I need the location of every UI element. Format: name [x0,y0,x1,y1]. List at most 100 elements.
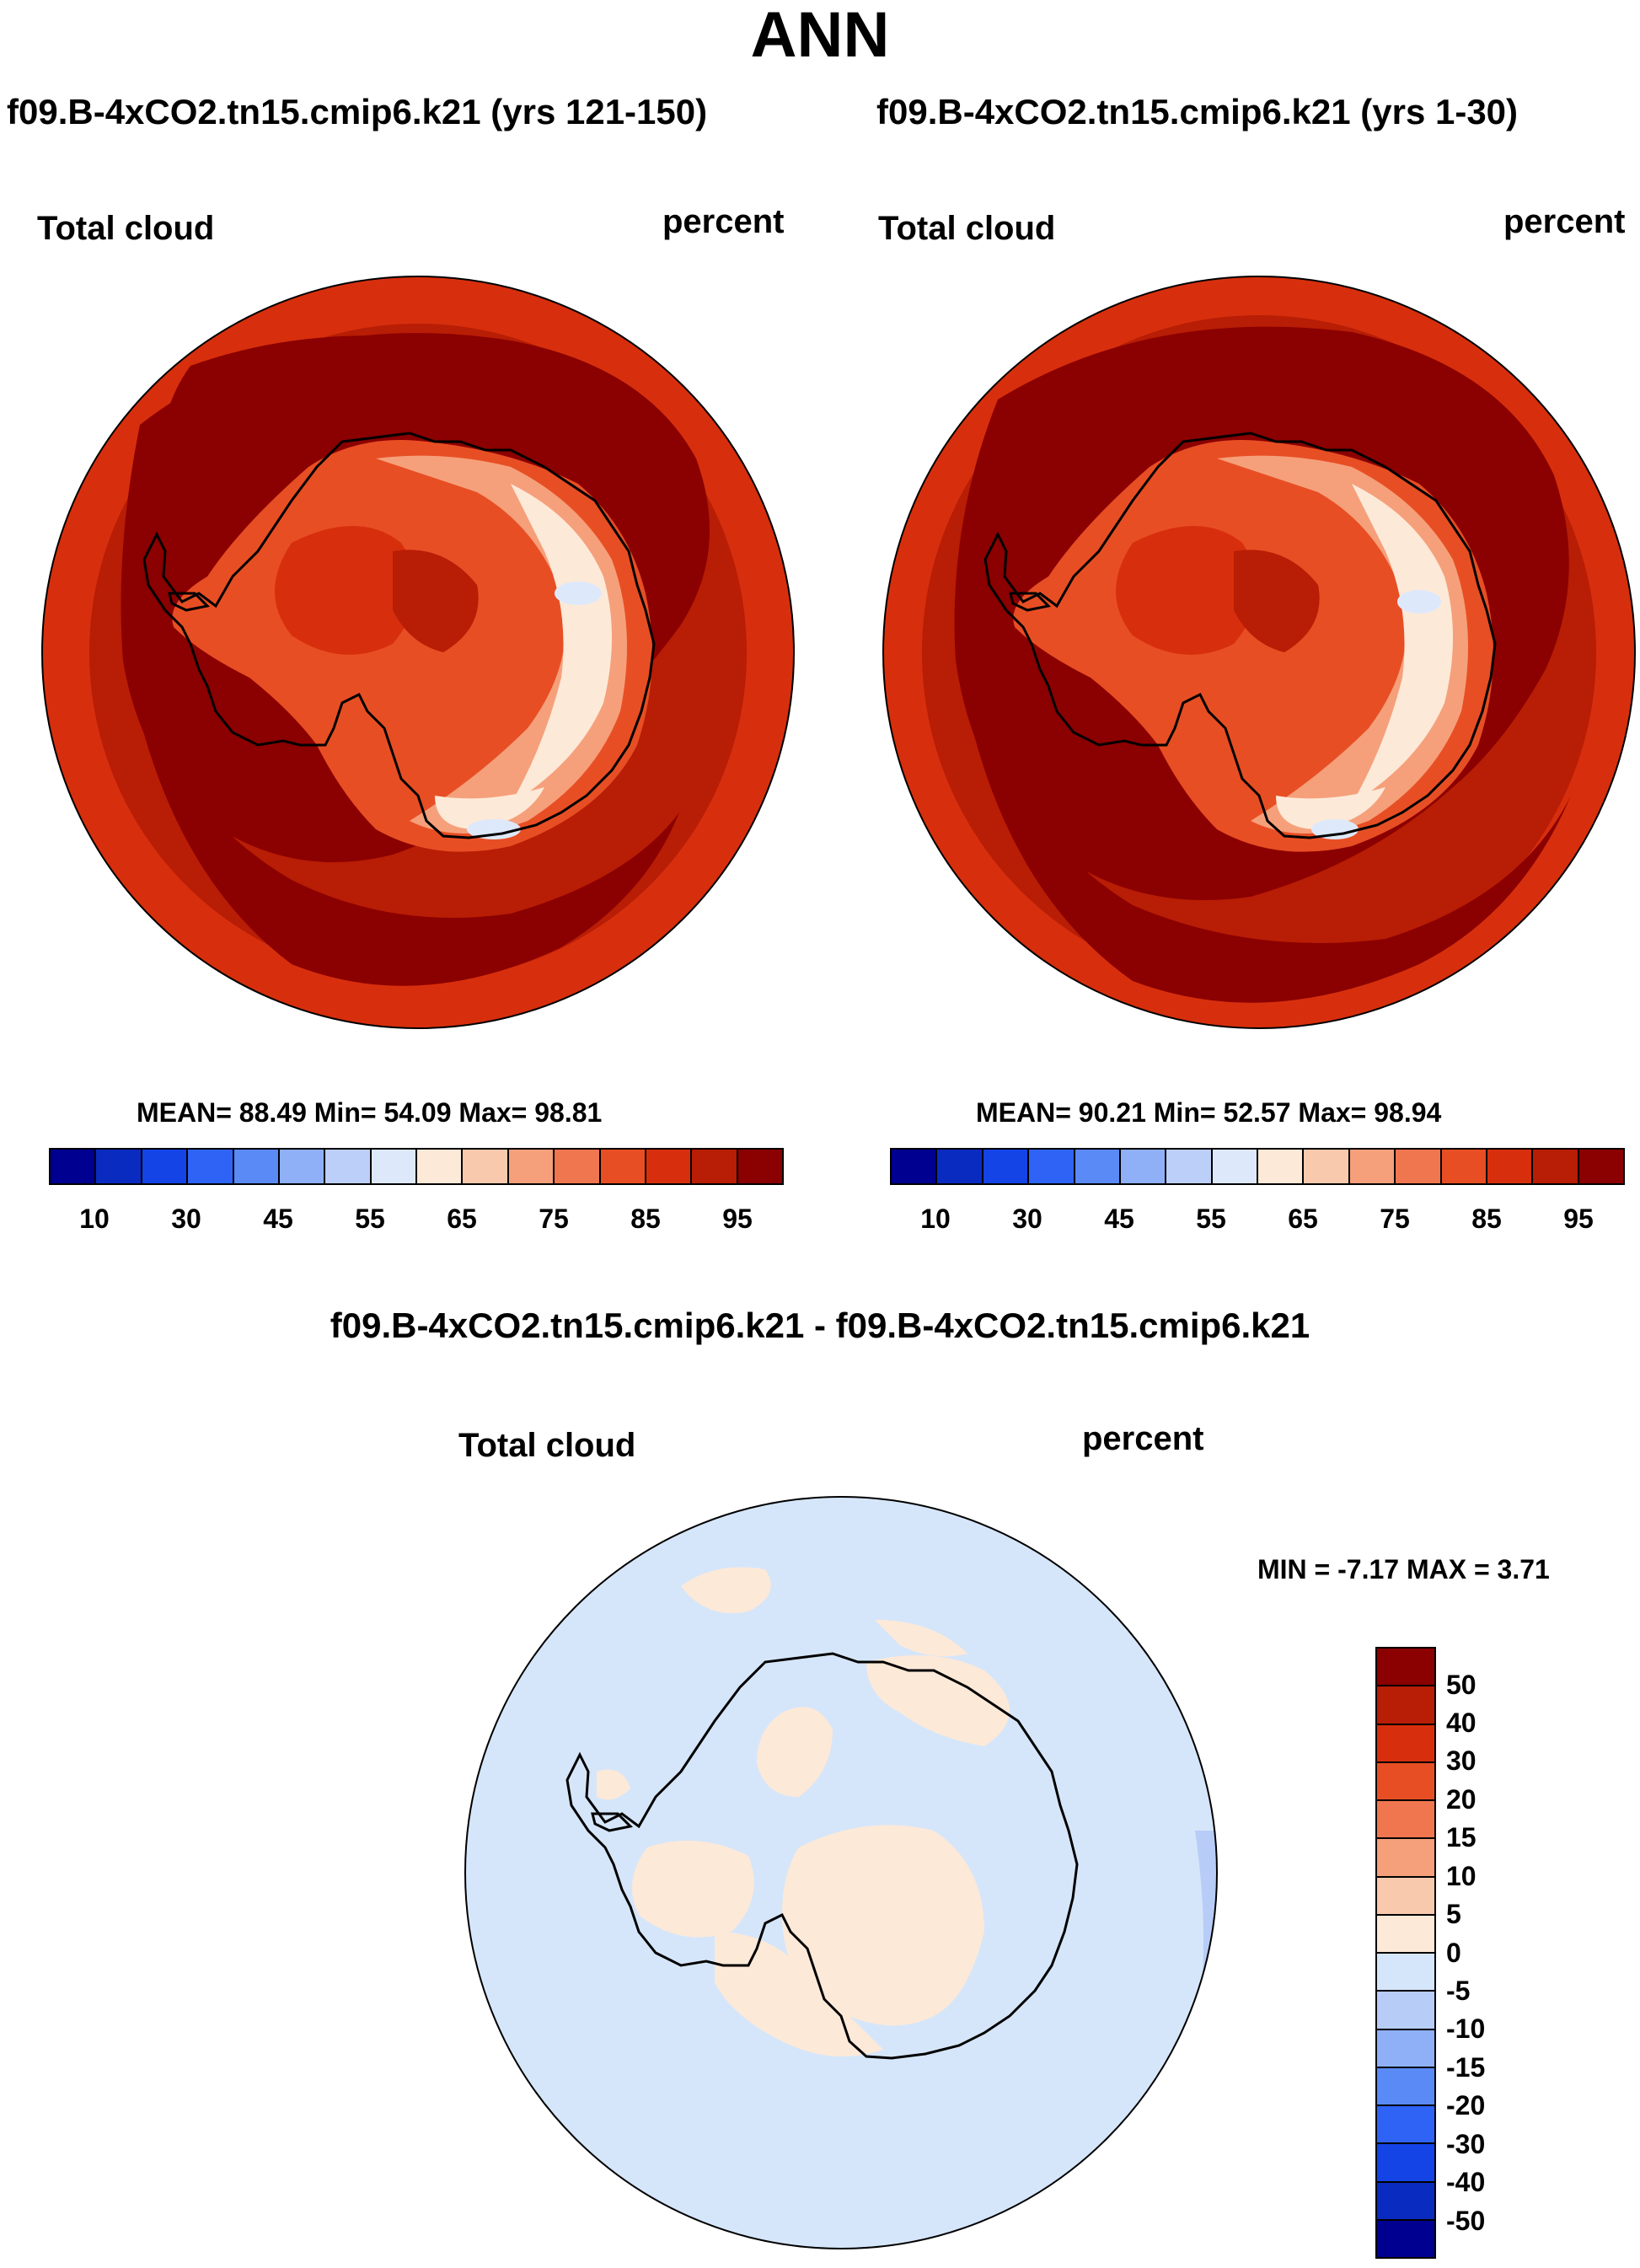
colorbar-swatch [1377,1915,1434,1954]
colorbar-swatch [233,1150,280,1183]
colorbar-tick-label: -10 [1446,2013,1486,2044]
panel-2-case-title: f09.B-4xCO2.tn15.cmip6.k21 (yrs 1-30) [876,92,1519,131]
colorbar-tick-label: 10 [79,1204,110,1234]
colorbar-swatch [555,1150,601,1183]
colorbar-swatch [692,1150,738,1183]
colorbar-tick-label: -40 [1446,2167,1486,2197]
colorbar-tick-label: 30 [1012,1204,1042,1234]
diff-units-label: percent [1082,1420,1204,1457]
colorbar-swatch [1377,1686,1434,1725]
panel-1-colorbar-ticks: 10 30 45 55 65 75 85 95 [49,1204,784,1237]
colorbar-swatch [1258,1150,1305,1183]
colorbar-swatch [1349,1150,1396,1183]
diff-colorbar-ticks: 50 40 30 20 15 10 5 0 -5 -10 -15 -20 -30… [1446,1647,1547,2259]
colorbar-swatch [51,1150,97,1183]
panel-2-colorbar [890,1148,1625,1185]
colorbar-swatch [1166,1150,1213,1183]
colorbar-tick-label: -5 [1446,1976,1471,2006]
colorbar-swatch [646,1150,693,1183]
colorbar-tick-label: 75 [1380,1204,1410,1234]
colorbar-swatch [508,1150,555,1183]
colorbar-swatch [1377,1724,1434,1763]
colorbar-swatch [1441,1150,1487,1183]
colorbar-swatch [1212,1150,1258,1183]
panel-2-colorbar-ticks: 10 30 45 55 65 75 85 95 [890,1204,1625,1237]
colorbar-tick-label: 40 [1446,1708,1477,1738]
colorbar-swatch [279,1150,326,1183]
colorbar-swatch [1120,1150,1167,1183]
colorbar-swatch [983,1150,1030,1183]
colorbar-swatch [892,1150,938,1183]
colorbar-swatch [1377,2144,1434,2183]
colorbar-tick-label: 85 [1471,1204,1502,1234]
figure-title: ANN [750,0,890,71]
colorbar-swatch [1578,1150,1623,1183]
colorbar-tick-label: -20 [1446,2090,1486,2121]
diff-case-title: f09.B-4xCO2.tn15.cmip6.k21 - f09.B-4xCO2… [330,1306,1310,1345]
panel-1-colorbar [49,1148,784,1185]
panel-1-variable-label: Total cloud [37,210,215,247]
panel-2-variable-label: Total cloud [878,210,1056,247]
panel-1-units-label: percent [662,203,785,240]
colorbar-swatch [1029,1150,1075,1183]
colorbar-swatch [417,1150,464,1183]
colorbar-swatch [463,1150,509,1183]
colorbar-tick-label: 55 [1196,1204,1226,1234]
colorbar-tick-label: 65 [447,1204,477,1234]
colorbar-tick-label: 30 [1446,1745,1477,1776]
colorbar-swatch [1377,1877,1434,1916]
colorbar-tick-label: -50 [1446,2206,1486,2236]
colorbar-swatch [188,1150,234,1183]
colorbar-tick-label: 10 [1446,1861,1477,1891]
colorbar-swatch [1396,1150,1442,1183]
colorbar-swatch [1487,1150,1534,1183]
colorbar-tick-label: 30 [171,1204,201,1234]
colorbar-swatch [1377,2220,1434,2257]
colorbar-swatch [600,1150,646,1183]
colorbar-swatch [371,1150,417,1183]
colorbar-swatch [1304,1150,1350,1183]
panel-1-stats: MEAN= 88.49 Min= 54.09 Max= 98.81 [137,1097,603,1128]
colorbar-tick-label: 15 [1446,1822,1477,1852]
panel-2-units-label: percent [1503,203,1626,240]
colorbar-swatch [1377,2067,1434,2106]
colorbar-swatch [142,1150,189,1183]
colorbar-swatch [1377,2106,1434,2145]
colorbar-swatch [1377,1762,1434,1801]
colorbar-tick-label: 55 [355,1204,385,1234]
colorbar-swatch [1377,1992,1434,2030]
colorbar-tick-label: -30 [1446,2129,1486,2159]
colorbar-tick-label: 95 [722,1204,753,1234]
colorbar-tick-label: 45 [263,1204,293,1234]
colorbar-swatch [937,1150,983,1183]
diff-variable-label: Total cloud [458,1427,636,1464]
colorbar-tick-label: 45 [1104,1204,1134,1234]
panel-2-polar-map [882,276,1636,1029]
colorbar-tick-label: 75 [539,1204,569,1234]
diff-polar-map [464,1496,1218,2249]
colorbar-swatch [1377,2029,1434,2068]
colorbar-swatch [737,1150,782,1183]
colorbar-swatch [1075,1150,1121,1183]
panel-1-polar-map [41,276,795,1029]
diff-colorbar [1375,1647,1436,2259]
colorbar-swatch [1533,1150,1579,1183]
panel-2-stats: MEAN= 90.21 Min= 52.57 Max= 98.94 [976,1097,1442,1128]
colorbar-tick-label: 5 [1446,1899,1461,1929]
colorbar-tick-label: 65 [1288,1204,1318,1234]
colorbar-tick-label: 95 [1563,1204,1594,1234]
colorbar-swatch [96,1150,142,1183]
colorbar-swatch [1377,1649,1434,1687]
colorbar-swatch [1377,1801,1434,1840]
colorbar-swatch [1377,1839,1434,1878]
colorbar-swatch [1377,2182,1434,2221]
colorbar-tick-label: -15 [1446,2052,1486,2083]
colorbar-swatch [1377,1954,1434,1992]
diff-stats: MIN = -7.17 MAX = 3.71 [1257,1554,1550,1584]
colorbar-tick-label: 10 [920,1204,951,1234]
colorbar-swatch [325,1150,372,1183]
colorbar-tick-label: 20 [1446,1784,1477,1815]
colorbar-tick-label: 0 [1446,1938,1461,1968]
colorbar-tick-label: 50 [1446,1670,1477,1700]
colorbar-tick-label: 85 [630,1204,661,1234]
